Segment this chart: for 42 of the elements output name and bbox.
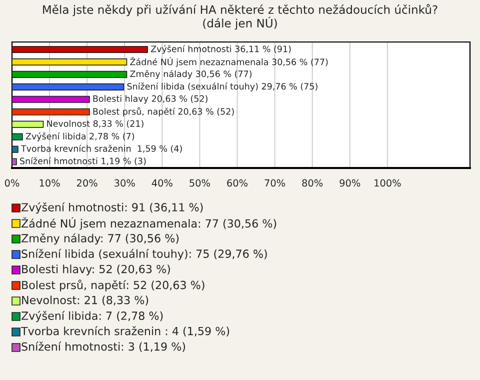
- x-tick-label: 40%: [152, 179, 172, 187]
- text: Snížení libida (sexuální touhy): 75 (29,76 %): [22, 248, 267, 260]
- data-label: Tvorba krevních sraženin 1,59 % (4): [20, 144, 182, 153]
- data-label: Zvýšení hmotnosti 36,11 % (91): [150, 45, 291, 54]
- bar: [12, 108, 90, 116]
- text: Bolesti hlavy: 52 (20,63 %): [22, 264, 170, 276]
- bar: [12, 158, 17, 166]
- data-label: Snížení hmotnosti 1,19 % (3): [20, 157, 146, 166]
- x-tick-label: 100%: [374, 179, 401, 187]
- text: Žádné NÚ jsem nezaznamenala: 77 (30,56 %): [22, 217, 276, 230]
- text: Zvýšení libida: 7 (2,78 %): [22, 310, 163, 322]
- data-label: Změny nálady 30,56 % (77): [130, 70, 252, 79]
- x-tick-label: 70%: [264, 179, 286, 187]
- bar: [12, 120, 44, 128]
- text: Nevolnost: 21 (8,33 %): [22, 296, 148, 306]
- text: Tvorba krevních sraženin : 4 (1,59 %): [20, 326, 230, 337]
- chart-title: Měla jste někdy při užívání HA některé z těchto nežádoucích účinků? (dále jen NÚ): [43, 4, 438, 30]
- x-tick-label: 10%: [40, 179, 60, 187]
- x-tick-label: 20%: [76, 179, 98, 187]
- data-label: Žádné NÚ jsem nezaznamenala 30,56 % (77): [130, 57, 328, 67]
- data-label: Bolest prsů, napětí 20,63 % (52): [93, 107, 234, 116]
- bar: [12, 46, 148, 54]
- x-tick-label: 50%: [190, 179, 210, 187]
- text: Zvýšení hmotnosti: 91 (36,11 %): [22, 202, 203, 214]
- data-label: Nevolnost 8,33 % (21): [47, 120, 144, 128]
- text: Bolest prsů, napětí: 52 (20,63 %): [22, 280, 204, 292]
- data-label: Zvýšení libida 2,78 % (7): [26, 132, 134, 142]
- x-tick-label: 30%: [114, 179, 135, 187]
- text: Změny nálady: 77 (30,56 %): [22, 233, 179, 245]
- x-tick-label: 0%: [4, 179, 20, 187]
- bar: [12, 96, 90, 103]
- bar: [12, 58, 128, 66]
- bar: [12, 70, 128, 78]
- data-label: Bolesti hlavy 20,63 % (52): [93, 95, 208, 104]
- bar: [12, 83, 124, 90]
- bar: [12, 133, 23, 140]
- bar: [12, 146, 18, 153]
- text: Snížení hmotnosti: 3 (1,19 %): [22, 342, 186, 352]
- x-tick-label: 80%: [302, 179, 323, 187]
- data-label: Snížení libida (sexuální touhy) 29,76 % (75): [127, 82, 318, 92]
- x-tick-label: 90%: [340, 179, 360, 187]
- x-tick-label: 60%: [227, 179, 248, 187]
